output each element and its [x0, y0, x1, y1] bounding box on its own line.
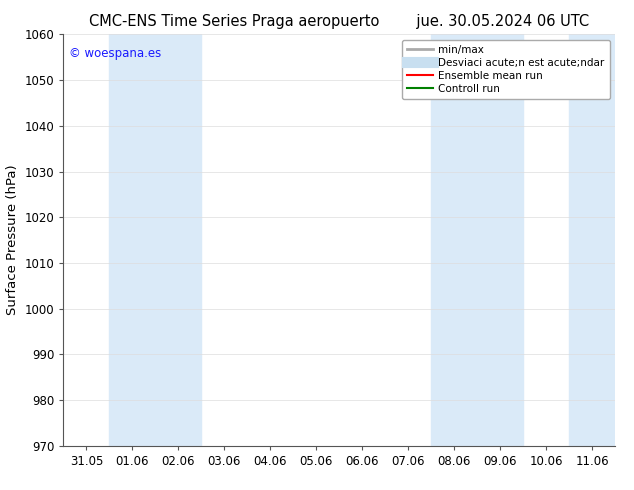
Title: CMC-ENS Time Series Praga aeropuerto        jue. 30.05.2024 06 UTC: CMC-ENS Time Series Praga aeropuerto jue…	[89, 14, 589, 29]
Bar	[431, 34, 523, 446]
Y-axis label: Surface Pressure (hPa): Surface Pressure (hPa)	[6, 165, 19, 316]
Legend: min/max, Desviaci acute;n est acute;ndar, Ensemble mean run, Controll run: min/max, Desviaci acute;n est acute;ndar…	[402, 40, 610, 99]
Bar	[110, 34, 202, 446]
Bar	[569, 34, 615, 446]
Text: © woespana.es: © woespana.es	[69, 47, 161, 60]
